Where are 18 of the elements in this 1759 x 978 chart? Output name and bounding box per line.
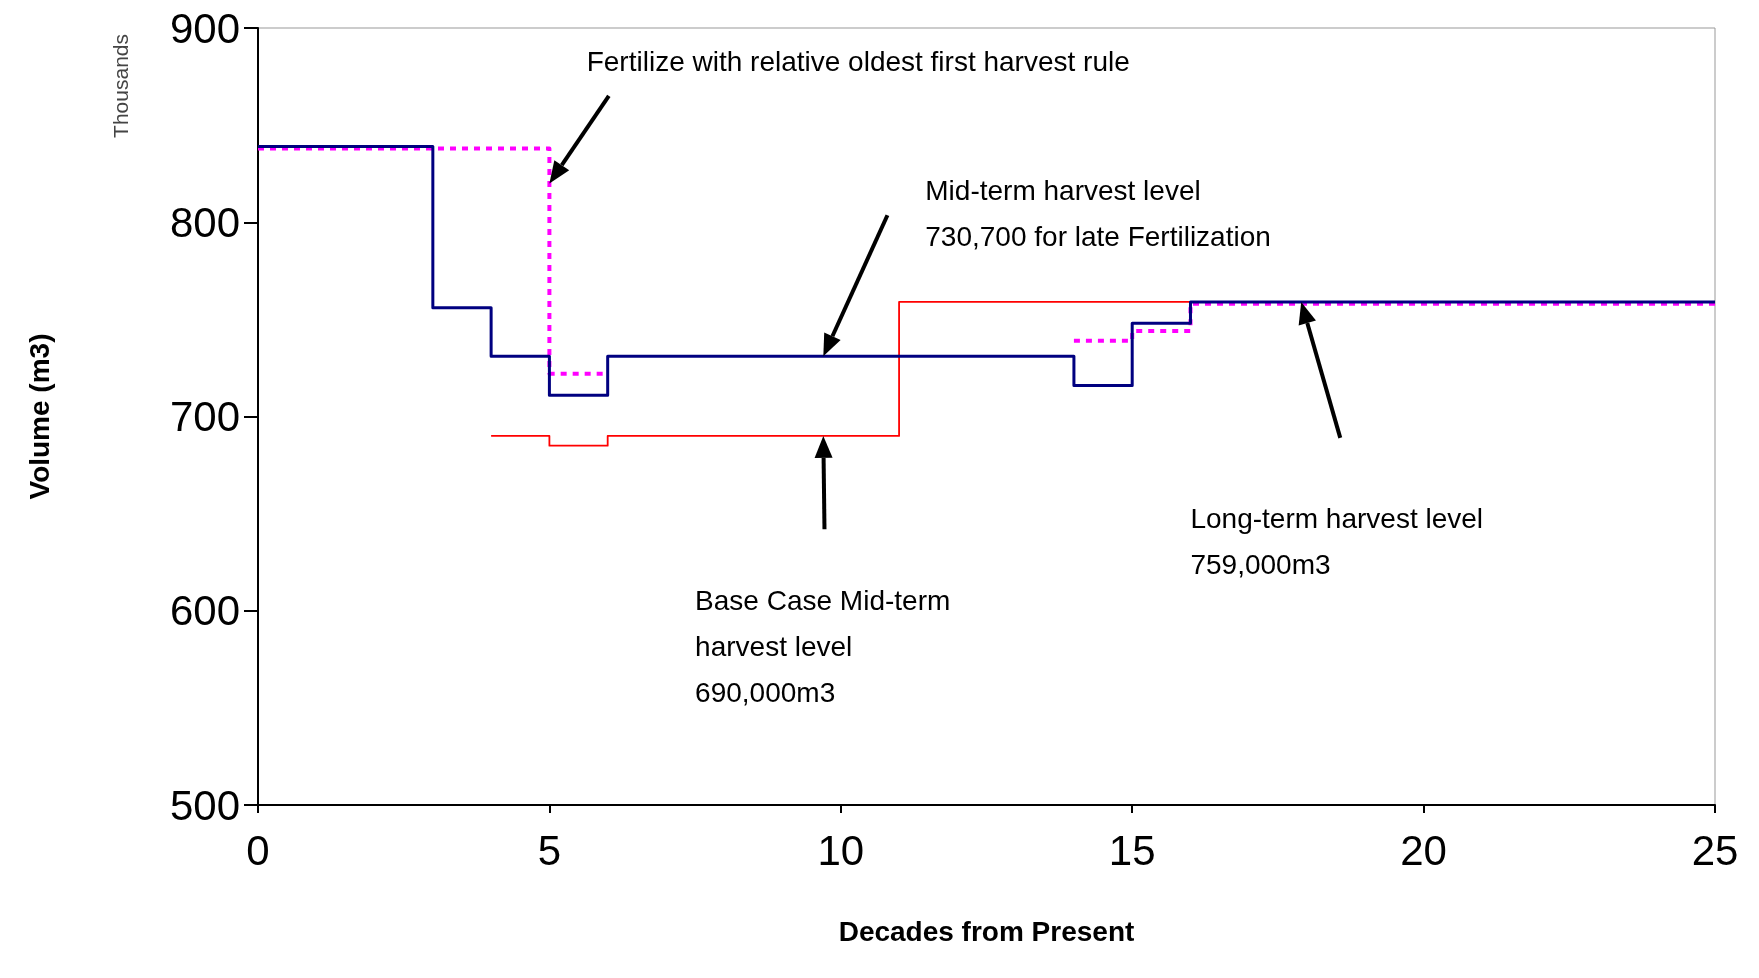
x-tick-label: 0 [246, 826, 270, 874]
x-tick-label: 25 [1691, 826, 1739, 874]
x-tick-label: 20 [1400, 826, 1447, 874]
y-tick-label: 600 [169, 587, 240, 635]
annotation: Long-term harvest level 759,000m3 [1190, 502, 1484, 580]
x-tick-label: 15 [1108, 826, 1156, 874]
annotation: Fertilize with relative oldest first harvest rule [586, 46, 1130, 78]
y-axis-title: Volume (m3) [23, 333, 55, 500]
x-axis-title: Decades from Present [838, 915, 1135, 947]
y-tick-label: 700 [169, 393, 240, 440]
x-tick-label: 5 [537, 826, 562, 874]
annotation: Mid-term harvest level 730,700 for late Fertilization [925, 174, 1271, 252]
y-tick-label: 800 [169, 198, 240, 246]
text: Thousands [109, 34, 132, 138]
annotation: Base Case Mid-term harvest level 690,000m3 [695, 584, 951, 708]
y-tick-label: 500 [169, 781, 240, 829]
x-tick-label: 10 [817, 826, 865, 874]
y-tick-label: 900 [169, 4, 240, 52]
